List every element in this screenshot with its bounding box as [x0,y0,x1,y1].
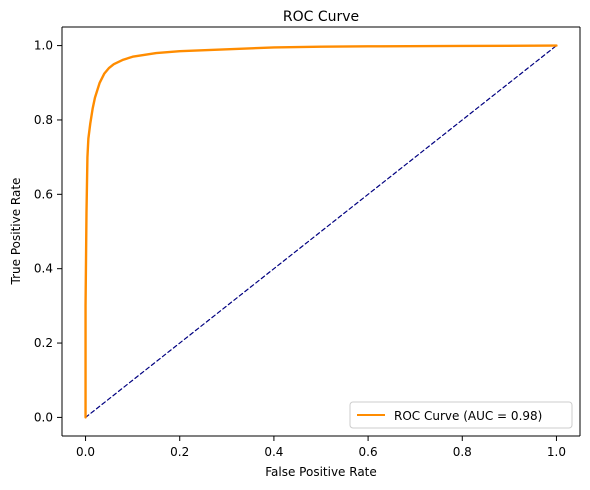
y-tick-label: 0.2 [34,336,53,350]
x-tick-label: 0.2 [170,445,189,459]
legend-box [349,401,573,429]
x-tick-label: 1.0 [547,445,566,459]
ticks-layer: 0.0 0.2 0.4 0.6 0.8 1.0 0.0 0.2 0.4 0.6 0.8 1.0 [34,39,566,459]
x-tick-label: 0.6 [359,445,378,459]
legend: ROC Curve (AUC = 0.98) [349,401,573,429]
chart-title: ROC Curve [283,9,359,25]
x-tick-label: 0.0 [76,445,95,459]
series-layer [84,44,558,419]
axes [61,26,581,437]
y-tick-label: 1.0 [34,39,53,53]
y-axis-label: True Positive Rate [9,178,23,286]
y-tick-label: 0.4 [34,262,53,276]
y-tick-label: 0.8 [34,113,53,127]
x-axis-label: False Positive Rate [265,465,377,479]
x-tick-label: 0.8 [453,445,472,459]
plot-area [62,27,580,436]
diagonal-reference-line [84,44,558,419]
diagonal-layer [84,44,558,419]
roc-curve-line [84,44,558,419]
legend-label-roc: ROC Curve (AUC = 0.98) [394,409,542,423]
y-tick-label: 0.6 [34,187,53,201]
x-tick-label: 0.4 [264,445,283,459]
y-tick-label: 0.0 [34,410,53,424]
